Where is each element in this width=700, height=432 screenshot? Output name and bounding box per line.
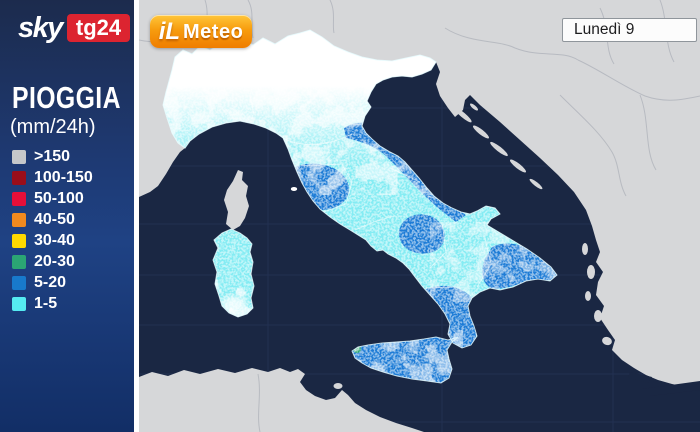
legend-item-label: 100-150 bbox=[34, 169, 93, 186]
ilmeteo-logo-meteo: Meteo bbox=[183, 20, 244, 43]
legend-item-label: 40-50 bbox=[34, 211, 75, 228]
legend-swatch bbox=[12, 171, 26, 185]
legend-item: >150 bbox=[12, 148, 93, 165]
legend-swatch bbox=[12, 255, 26, 269]
gulf-notch bbox=[642, 381, 700, 396]
legend-item: 20-30 bbox=[12, 253, 93, 270]
legend-sidebar: sky tg24 PIOGGIA (mm/24h) >150 100-150 50-… bbox=[0, 0, 134, 432]
legend-item: 40-50 bbox=[12, 211, 93, 228]
legend-item: 30-40 bbox=[12, 232, 93, 249]
sky-logo-text: sky bbox=[18, 12, 63, 44]
legend-item-label: 30-40 bbox=[34, 232, 75, 249]
date-label: Lunedì 9 bbox=[574, 21, 635, 38]
legend-item: 100-150 bbox=[12, 169, 93, 186]
legend-subtitle: (mm/24h) bbox=[10, 116, 96, 138]
legend-item-label: 50-100 bbox=[34, 190, 84, 207]
ilmeteo-logo-il: iL bbox=[158, 17, 181, 45]
legend-item: 5-20 bbox=[12, 274, 93, 291]
corsica-island bbox=[224, 170, 249, 230]
legend-title: PIOGGIA bbox=[12, 80, 121, 115]
date-label-box: Lunedì 9 bbox=[562, 18, 697, 42]
legend-item-label: 5-20 bbox=[34, 274, 67, 291]
pantelleria-island bbox=[333, 383, 343, 389]
legend-swatch bbox=[12, 150, 26, 164]
legend-scale: >150 100-150 50-100 40-50 30-40 20-30 5-20 1-5 bbox=[12, 148, 93, 318]
dalmatian-islands bbox=[439, 90, 543, 190]
legend-item: 1-5 bbox=[12, 295, 93, 312]
legend-item-label: >150 bbox=[34, 148, 71, 165]
legend-item-label: 1-5 bbox=[34, 295, 58, 312]
legend-swatch bbox=[12, 234, 26, 248]
legend-swatch bbox=[12, 192, 26, 206]
sidebar-divider bbox=[134, 0, 139, 432]
sky-tg24-logo: sky tg24 bbox=[18, 12, 131, 44]
legend-swatch bbox=[12, 297, 26, 311]
elba-island bbox=[290, 187, 298, 191]
legend-item: 50-100 bbox=[12, 190, 93, 207]
legend-swatch bbox=[12, 213, 26, 227]
ilmeteo-logo: iL Meteo bbox=[150, 15, 252, 48]
greek-islands bbox=[582, 243, 612, 346]
legend-item-label: 20-30 bbox=[34, 253, 75, 270]
legend-swatch bbox=[12, 276, 26, 290]
tg24-badge: tg24 bbox=[66, 14, 131, 42]
gulf-notch bbox=[628, 372, 652, 383]
north-africa-land bbox=[139, 368, 424, 432]
